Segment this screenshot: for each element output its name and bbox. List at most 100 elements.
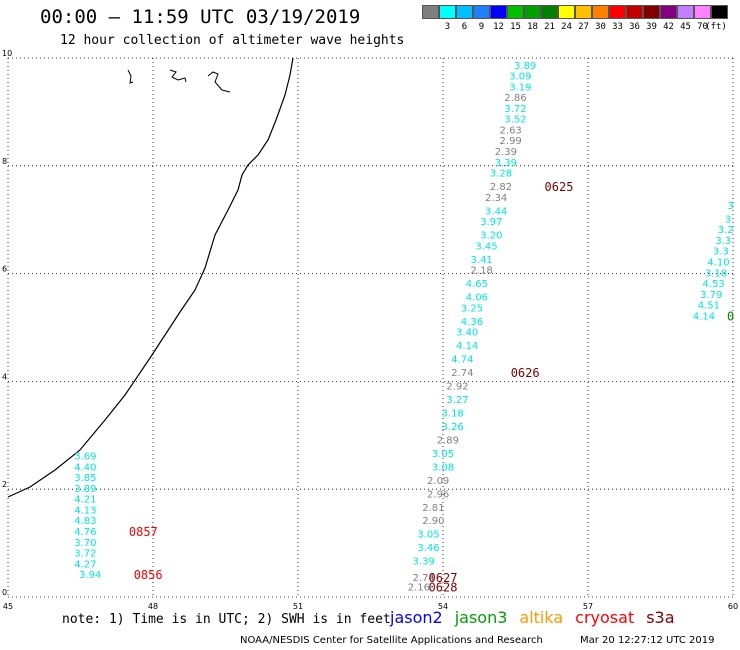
swh-value: 2.18 — [471, 266, 493, 277]
legend-swatch — [694, 5, 711, 19]
island-2 — [169, 69, 187, 83]
legend-swatch — [439, 5, 456, 19]
swh-value: 3.72 — [74, 549, 96, 560]
lat-tick-label: 10 — [2, 49, 12, 58]
swh-value: 3.89 — [74, 484, 96, 495]
island-1 — [127, 69, 134, 84]
swh-value: 2.92 — [446, 381, 468, 392]
map-subtitle: 12 hour collection of altimeter wave hei… — [60, 33, 405, 48]
satellite-altika: altika — [519, 608, 564, 627]
lat-tick-label: 8 — [2, 157, 7, 166]
legend-label: 9 — [478, 22, 485, 32]
swh-value: 4.14 — [456, 341, 478, 352]
swh-value: 2.86 — [504, 93, 526, 104]
swh-value: 4.21 — [74, 495, 96, 506]
pass-time: 0627 — [429, 571, 458, 585]
swh-value: 3.26 — [442, 422, 464, 433]
swh-value: 3.97 — [480, 217, 502, 228]
legend-label: 36 — [629, 22, 640, 32]
swh-value: 2.74 — [413, 573, 435, 584]
swh-value: 3.39 — [495, 158, 517, 169]
pass-time: 0856 — [134, 568, 163, 582]
legend-label: 70 — [697, 22, 708, 32]
swh-value: 4.51 — [698, 301, 720, 312]
swh-value: 3.28 — [490, 169, 512, 180]
swh-value: 2.74 — [451, 368, 473, 379]
swh-value: 3.18 — [705, 268, 727, 279]
map-title: 00:00 – 11:59 UTC 03/19/2019 — [40, 6, 361, 28]
swh-value: 3.20 — [480, 231, 502, 242]
swh-value: 3.3 — [713, 247, 729, 258]
generated-timestamp: Mar 20 12:27:12 UTC 2019 — [580, 635, 715, 646]
swh-value: 2.90 — [422, 516, 444, 527]
swh-value: 3.27 — [446, 395, 468, 406]
swh-value: 4.06 — [466, 293, 488, 304]
color-legend — [422, 5, 728, 19]
legend-label: 24 — [561, 22, 572, 32]
swh-value: 4.27 — [74, 559, 96, 570]
swh-value: 3.39 — [413, 557, 435, 568]
legend-swatch — [473, 5, 490, 19]
satellite-jason2: jason2 — [390, 608, 443, 627]
legend-swatch — [643, 5, 660, 19]
legend-label: 33 — [612, 22, 623, 32]
swh-value: 3.40 — [456, 328, 478, 339]
swh-value: 3 — [727, 201, 733, 212]
swh-value: 2.09 — [427, 476, 449, 487]
pass-time: 0628 — [429, 581, 458, 595]
swh-value: 2.82 — [490, 182, 512, 193]
swh-value: 3.05 — [432, 449, 454, 460]
swh-value: 4.65 — [466, 279, 488, 290]
swh-value: 4.53 — [703, 279, 725, 290]
legend-unit: (ft) — [705, 22, 727, 32]
swh-value: 4.14 — [693, 311, 715, 322]
swh-value: 3.85 — [74, 473, 96, 484]
legend-swatch — [490, 5, 507, 19]
wave-height-values: 3.694.403.853.894.214.134.834.763.703.72… — [74, 61, 734, 594]
satellite-legend: jason2 jason3 altika cryosat s3a — [390, 608, 687, 627]
lon-tick-label: 48 — [148, 602, 158, 611]
somalia-coastline — [7, 57, 294, 498]
swh-value: 3.41 — [471, 255, 493, 266]
swh-value: 3.52 — [504, 115, 526, 126]
pass-time: 0625 — [545, 180, 574, 194]
legend-label: 15 — [510, 22, 521, 32]
swh-value: 2.89 — [437, 435, 459, 446]
swh-value: 3.19 — [509, 82, 531, 93]
swh-value: 4.74 — [451, 355, 473, 366]
lat-tick-label: 4 — [2, 372, 7, 381]
swh-value: 3.44 — [485, 206, 507, 217]
legend-swatch — [609, 5, 626, 19]
legend-label: 18 — [527, 22, 538, 32]
swh-value: 2.81 — [422, 503, 444, 514]
lon-tick-label: 60 — [728, 602, 738, 611]
swh-value: 4.40 — [74, 462, 96, 473]
pass-time: 0626 — [511, 366, 540, 380]
satellite-s3a: s3a — [646, 608, 675, 627]
swh-value: 3.05 — [417, 530, 439, 541]
legend-swatch — [558, 5, 575, 19]
swh-value: 2.96 — [427, 489, 449, 500]
swh-value: 4.83 — [74, 516, 96, 527]
satellite-jason3: jason3 — [454, 608, 508, 627]
legend-swatch — [507, 5, 524, 19]
swh-value: 3.09 — [509, 72, 531, 83]
pass-time: 0857 — [129, 525, 158, 539]
units-note: note: 1) Time is in UTC; 2) SWH is in fe… — [62, 612, 391, 627]
legend-label: 21 — [544, 22, 555, 32]
swh-value: 3.94 — [79, 570, 101, 581]
legend-swatch — [422, 5, 439, 19]
legend-label: 12 — [493, 22, 504, 32]
legend-swatch — [456, 5, 473, 19]
legend-swatch — [711, 5, 728, 19]
lon-tick-label: 45 — [3, 602, 13, 611]
swh-value: 3.08 — [432, 462, 454, 473]
lon-tick-label: 54 — [438, 602, 448, 611]
lon-tick-label: 51 — [293, 602, 303, 611]
legend-swatch — [541, 5, 558, 19]
swh-value: 2.39 — [495, 147, 517, 158]
swh-value: 4.36 — [461, 317, 483, 328]
legend-label: 45 — [680, 22, 691, 32]
